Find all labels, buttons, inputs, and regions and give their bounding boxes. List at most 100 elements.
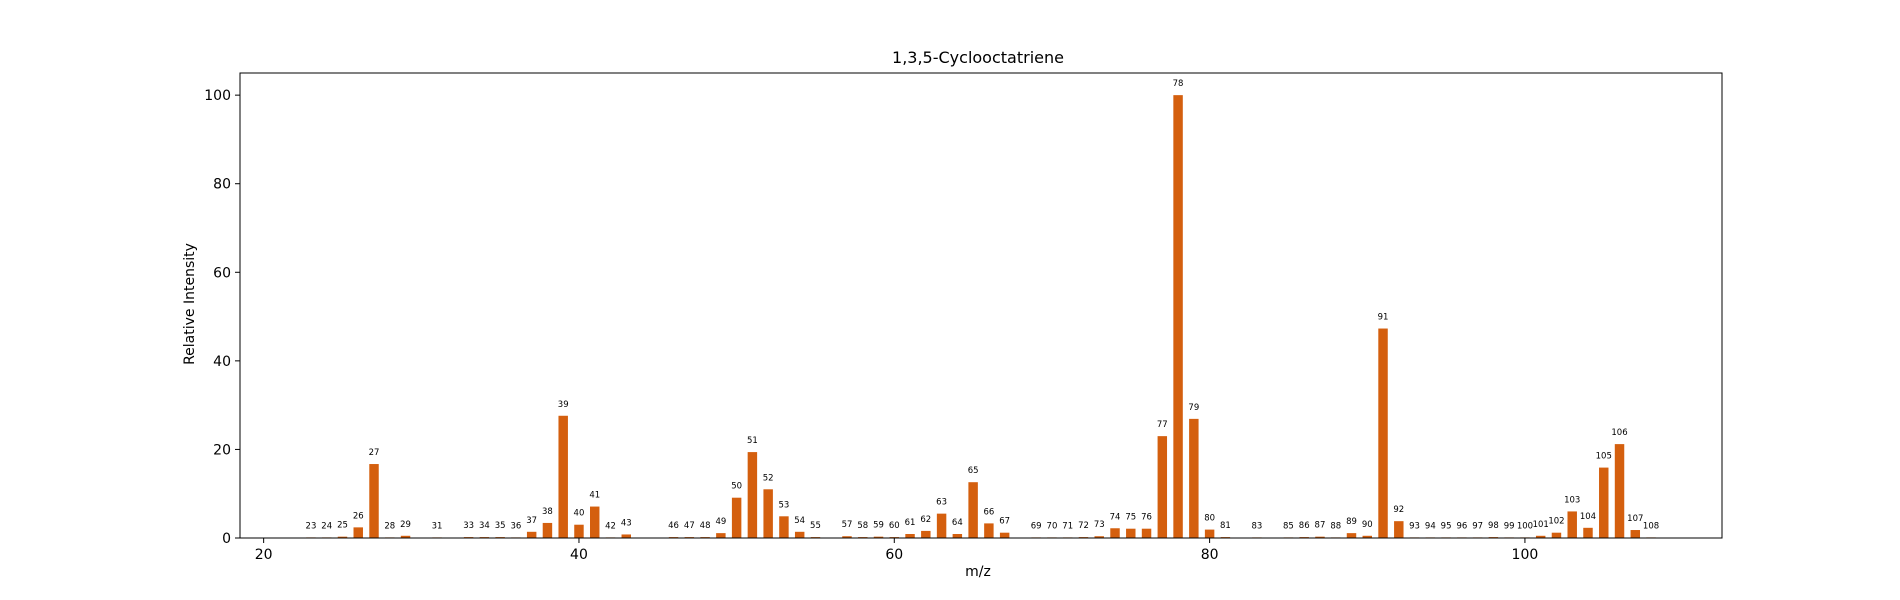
- x-axis-ticks: 20 40 60 80 100: [255, 538, 1539, 563]
- x-axis-label: m/z: [965, 564, 991, 580]
- bar-label-mz-74: 74: [1110, 512, 1121, 522]
- bar-label-mz-29: 29: [400, 520, 411, 530]
- bar-label-mz-31: 31: [432, 522, 443, 532]
- bar-label-mz-88: 88: [1330, 522, 1341, 532]
- bar-label-mz-79: 79: [1188, 403, 1199, 413]
- bar-label-mz-52: 52: [763, 473, 774, 483]
- bar-label-mz-76: 76: [1141, 513, 1152, 523]
- bar-label-mz-46: 46: [668, 521, 679, 531]
- x-tick-label: 60: [885, 547, 903, 563]
- bar-mz-77: [1157, 436, 1168, 538]
- bar-mz-57: [842, 536, 852, 538]
- bar-label-mz-96: 96: [1456, 522, 1467, 532]
- bar-mz-103: [1567, 511, 1577, 538]
- bar-label-mz-97: 97: [1472, 522, 1483, 532]
- bar-mz-52: [763, 489, 773, 538]
- bar-label-mz-70: 70: [1047, 522, 1058, 532]
- bar-label-mz-101: 101: [1533, 520, 1549, 530]
- bar-label-mz-86: 86: [1299, 521, 1310, 531]
- bar-mz-107: [1630, 530, 1641, 538]
- bar-label-mz-80: 80: [1204, 514, 1215, 524]
- bar-label-mz-92: 92: [1393, 505, 1404, 515]
- bar-label-mz-81: 81: [1220, 521, 1231, 531]
- bar-mz-39: [558, 415, 568, 538]
- bar-label-mz-50: 50: [731, 482, 742, 492]
- bar-label-mz-28: 28: [384, 522, 395, 532]
- bar-label-mz-94: 94: [1425, 522, 1436, 532]
- bar-label-mz-108: 108: [1643, 522, 1659, 532]
- bar-mz-90: [1362, 535, 1372, 538]
- bar-label-mz-25: 25: [337, 521, 348, 531]
- bar-label-mz-38: 38: [542, 507, 553, 517]
- bar-mz-73: [1094, 536, 1104, 538]
- bar-label-mz-54: 54: [794, 516, 805, 526]
- bar-label-mz-67: 67: [999, 517, 1010, 527]
- bar-label-mz-102: 102: [1548, 517, 1564, 527]
- bar-label-mz-24: 24: [321, 522, 332, 532]
- bar-mz-27: [369, 464, 379, 538]
- bar-mz-50: [731, 497, 742, 538]
- bar-label-mz-35: 35: [495, 521, 506, 531]
- bar-label-mz-89: 89: [1346, 517, 1357, 527]
- bar-label-mz-99: 99: [1504, 522, 1515, 532]
- x-tick-label: 100: [1512, 547, 1539, 563]
- bar-label-mz-95: 95: [1441, 522, 1452, 532]
- x-tick-label: 20: [255, 547, 273, 563]
- x-tick-label: 80: [1201, 547, 1219, 563]
- bar-mz-104: [1583, 527, 1593, 538]
- bar-label-mz-64: 64: [952, 518, 963, 528]
- bar-mz-53: [779, 516, 789, 538]
- bar-mz-78: [1173, 95, 1183, 538]
- bar-label-mz-60: 60: [889, 521, 900, 531]
- bar-label-mz-72: 72: [1078, 521, 1089, 531]
- bar-mz-80: [1204, 529, 1215, 538]
- bar-mz-26: [353, 527, 363, 538]
- bar-mz-63: [936, 513, 947, 538]
- bar-label-mz-93: 93: [1409, 522, 1420, 532]
- bar-label-mz-43: 43: [621, 518, 632, 528]
- bar-label-mz-85: 85: [1283, 522, 1294, 532]
- bar-label-mz-27: 27: [369, 448, 380, 458]
- y-tick-label: 0: [222, 531, 231, 547]
- bar-mz-59: [873, 536, 884, 538]
- bar-mz-75: [1126, 528, 1136, 538]
- bar-label-mz-58: 58: [857, 521, 868, 531]
- y-axis-ticks: 0 20 40 60 80 100: [204, 88, 240, 547]
- bar-label-mz-98: 98: [1488, 521, 1499, 531]
- bar-label-mz-104: 104: [1580, 512, 1596, 522]
- bar-label-mz-37: 37: [526, 516, 537, 526]
- bar-label-mz-62: 62: [920, 515, 931, 525]
- bar-label-mz-106: 106: [1611, 428, 1627, 438]
- bar-label-mz-71: 71: [1062, 522, 1073, 532]
- bar-label-mz-87: 87: [1315, 521, 1326, 531]
- bar-label-mz-26: 26: [353, 511, 364, 521]
- bar-mz-101: [1535, 535, 1546, 538]
- bar-label-mz-33: 33: [463, 521, 474, 531]
- bar-label-mz-103: 103: [1564, 495, 1580, 505]
- y-axis-label: Relative Intensity: [182, 243, 198, 365]
- plot-frame: [239, 72, 1723, 539]
- bar-label-mz-77: 77: [1157, 420, 1168, 430]
- bar-labels-group: 23 24 25 26 27 28 29 31 33 34 35 36 37 38 39 40 41 42 43 46…: [306, 79, 1660, 531]
- bar-label-mz-100: 100: [1517, 522, 1533, 532]
- bar-label-mz-90: 90: [1362, 520, 1373, 530]
- bar-mz-38: [542, 522, 553, 538]
- bar-mz-102: [1551, 532, 1562, 538]
- y-tick-label: 40: [213, 354, 231, 370]
- bar-label-mz-107: 107: [1627, 514, 1643, 524]
- bar-label-mz-34: 34: [479, 521, 490, 531]
- bar-label-mz-66: 66: [983, 507, 994, 517]
- bar-label-mz-65: 65: [968, 466, 979, 476]
- bar-label-mz-63: 63: [936, 498, 947, 508]
- bar-label-mz-57: 57: [842, 520, 853, 530]
- bar-label-mz-41: 41: [589, 491, 600, 501]
- bar-label-mz-49: 49: [715, 517, 726, 527]
- bar-mz-66: [984, 523, 994, 538]
- bar-label-mz-83: 83: [1251, 522, 1262, 532]
- bar-mz-74: [1110, 528, 1120, 538]
- bar-label-mz-59: 59: [873, 521, 884, 531]
- bar-label-mz-23: 23: [306, 522, 317, 532]
- bar-label-mz-42: 42: [605, 522, 616, 532]
- bar-label-mz-40: 40: [574, 509, 585, 519]
